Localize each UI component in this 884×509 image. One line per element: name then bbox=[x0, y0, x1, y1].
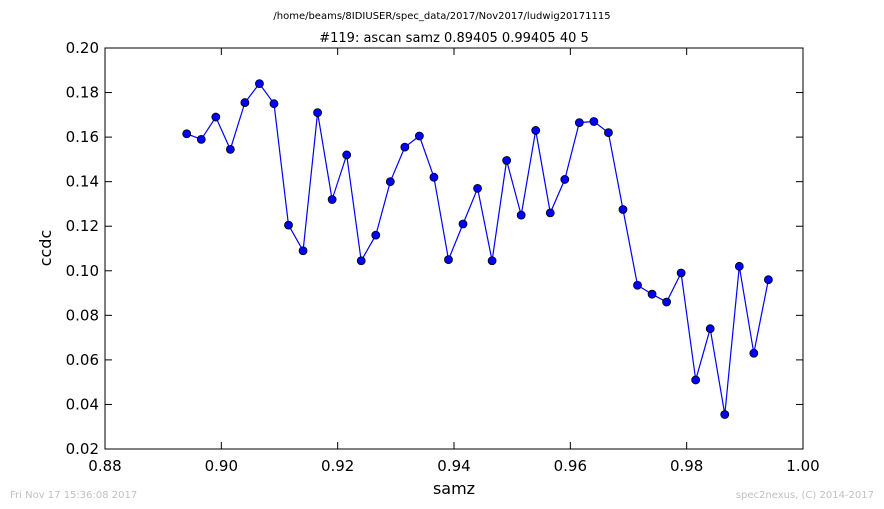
data-point bbox=[313, 108, 322, 118]
x-tick-label: 0.94 bbox=[437, 457, 470, 475]
data-point bbox=[327, 195, 337, 204]
data-point bbox=[749, 348, 759, 358]
data-point bbox=[342, 150, 352, 160]
footer-credit: spec2nexus, (C) 2014-2017 bbox=[736, 490, 874, 501]
data-point bbox=[385, 177, 395, 187]
data-point bbox=[545, 208, 555, 218]
y-tick-label: 0.08 bbox=[66, 306, 99, 324]
x-tick-label: 0.90 bbox=[205, 457, 238, 475]
data-point bbox=[444, 255, 453, 265]
x-axis-ticks: 0.88 0.90 0.92 0.94 0.96 0.98 1.00 bbox=[88, 48, 820, 475]
y-tick-label: 0.16 bbox=[66, 128, 99, 146]
data-point bbox=[604, 128, 613, 138]
data-point bbox=[196, 134, 206, 144]
data-point bbox=[414, 131, 424, 141]
data-point bbox=[705, 324, 715, 334]
y-tick-label: 0.06 bbox=[66, 351, 99, 369]
data-point bbox=[691, 375, 701, 385]
x-axis-label: samz bbox=[433, 479, 475, 498]
data-point bbox=[618, 205, 628, 214]
data-point bbox=[633, 280, 642, 290]
data-point bbox=[574, 118, 584, 128]
x-tick-label: 0.98 bbox=[670, 457, 703, 475]
y-tick-label: 0.04 bbox=[66, 395, 99, 413]
data-point bbox=[676, 268, 686, 278]
data-point bbox=[182, 129, 192, 139]
data-point bbox=[516, 210, 526, 220]
x-tick-label: 1.00 bbox=[786, 457, 819, 475]
y-axis-ticks: 0.02 0.04 0.06 0.08 0.10 0.12 0.14 0.16 0.18 0.20 bbox=[66, 39, 803, 458]
data-point bbox=[589, 117, 599, 126]
series-ccdc bbox=[182, 79, 773, 419]
plot-area-frame bbox=[104, 47, 804, 450]
data-point bbox=[560, 175, 570, 184]
data-point bbox=[269, 99, 279, 109]
series-line bbox=[186, 82, 769, 415]
y-tick-label: 0.20 bbox=[66, 39, 99, 57]
file-path-heading: /home/beams/8IDIUSER/spec_data/2017/Nov2… bbox=[273, 11, 610, 22]
data-point bbox=[400, 142, 410, 152]
y-tick-label: 0.02 bbox=[66, 440, 99, 458]
data-point bbox=[763, 275, 773, 285]
data-point bbox=[240, 98, 250, 107]
data-point bbox=[720, 410, 730, 419]
data-point bbox=[225, 144, 235, 154]
data-point bbox=[298, 246, 308, 256]
data-point bbox=[487, 256, 497, 266]
data-point bbox=[502, 156, 512, 165]
data-point bbox=[458, 219, 468, 229]
data-point bbox=[371, 230, 381, 240]
y-tick-label: 0.12 bbox=[66, 217, 99, 235]
y-tick-label: 0.14 bbox=[66, 173, 99, 191]
x-tick-label: 0.92 bbox=[321, 457, 354, 475]
data-point bbox=[429, 172, 439, 182]
data-point bbox=[734, 261, 744, 271]
data-point bbox=[647, 289, 657, 299]
data-point bbox=[473, 183, 482, 193]
y-tick-label: 0.10 bbox=[66, 262, 99, 280]
x-tick-label: 0.88 bbox=[88, 457, 121, 475]
y-tick-label: 0.18 bbox=[66, 84, 99, 102]
data-point bbox=[356, 256, 366, 266]
x-tick-label: 0.96 bbox=[554, 457, 587, 475]
data-point bbox=[531, 126, 541, 135]
data-point bbox=[662, 297, 671, 307]
chart-title: #119: ascan samz 0.89405 0.99405 40 5 bbox=[319, 31, 589, 46]
data-point bbox=[284, 220, 293, 230]
y-axis-label: ccdc bbox=[36, 230, 55, 267]
data-point bbox=[211, 112, 221, 122]
data-point bbox=[255, 79, 264, 89]
footer-timestamp: Fri Nov 17 15:36:08 2017 bbox=[10, 490, 137, 501]
